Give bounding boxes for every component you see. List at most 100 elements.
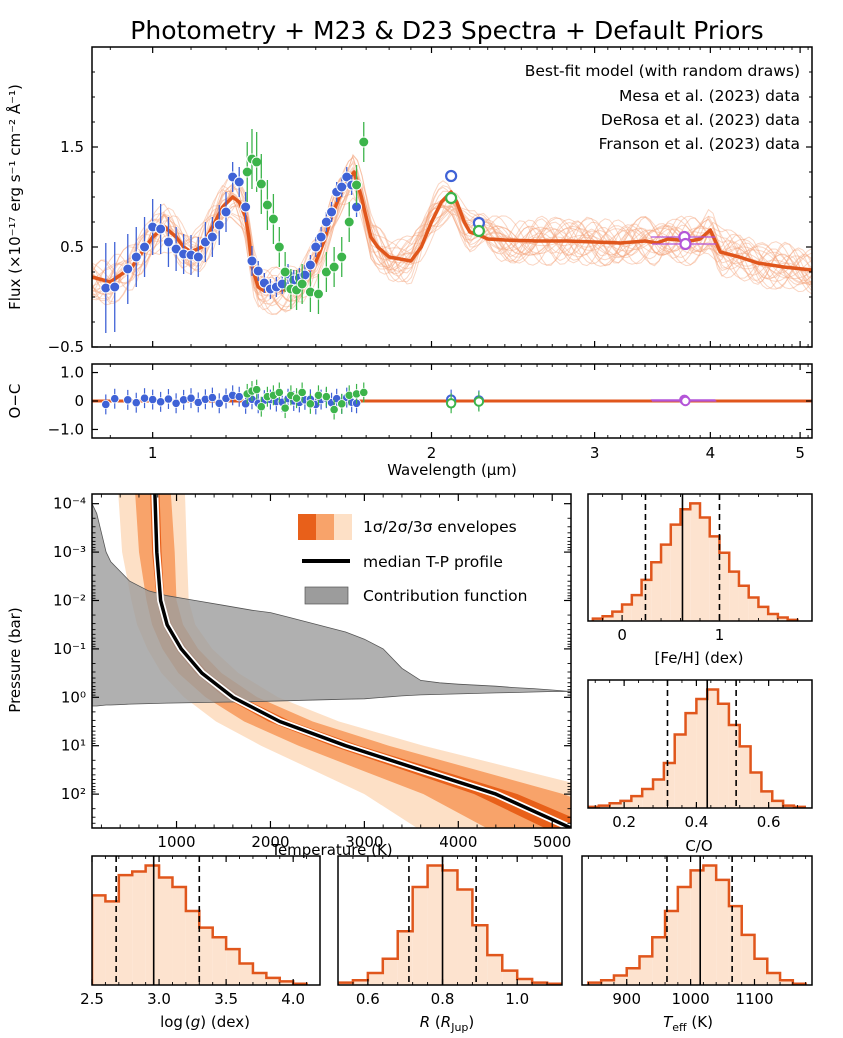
histogram-bar bbox=[685, 713, 697, 808]
histogram-bars bbox=[338, 856, 562, 985]
tp-y-tick-label: 10⁻¹ bbox=[53, 640, 86, 658]
residual-point bbox=[359, 387, 369, 398]
data-point bbox=[310, 241, 322, 253]
histogram-bar bbox=[642, 789, 654, 808]
hist-x-tick-label: 1 bbox=[715, 626, 725, 644]
histogram-bar bbox=[700, 517, 710, 621]
tp-y-ticks: 10⁻⁴ 10⁻³ 10⁻² 10⁻¹ 10⁰ 10¹ 10² bbox=[53, 495, 571, 829]
histogram-bar bbox=[427, 865, 443, 985]
data-point bbox=[109, 281, 121, 293]
histogram-bar bbox=[690, 870, 704, 985]
hist-x-tick-label: 1.0 bbox=[505, 990, 529, 1008]
histogram-bar bbox=[602, 616, 613, 621]
histogram-outline bbox=[587, 864, 807, 985]
histogram-bar bbox=[768, 613, 778, 621]
hist-x-tick-label: 0.6 bbox=[757, 813, 781, 831]
histogram-bars bbox=[591, 494, 799, 621]
model-draw-line bbox=[92, 184, 812, 298]
histogram-bars bbox=[587, 856, 807, 985]
data-point bbox=[320, 266, 332, 278]
tp-x-tick-label: 3000 bbox=[345, 833, 383, 851]
histogram-bar bbox=[663, 762, 675, 808]
teff-x-label: Teff (K) bbox=[663, 1013, 713, 1034]
data-point bbox=[273, 241, 285, 253]
residual-point bbox=[305, 399, 315, 409]
histogram-bar bbox=[690, 503, 700, 621]
histogram-bar bbox=[696, 698, 708, 808]
hist-x-tick-label: 3.0 bbox=[147, 990, 171, 1008]
histogram-frame bbox=[91, 855, 321, 986]
logg-x-label: log (g) (dex) bbox=[160, 1013, 250, 1031]
residual-point bbox=[139, 393, 150, 403]
teff-histogram-panel: 900 1000 1100 bbox=[581, 855, 813, 1008]
histogram-bar bbox=[761, 791, 773, 808]
legend-contribution-function: Contribution function bbox=[363, 587, 527, 605]
histogram-bar bbox=[780, 980, 793, 985]
residual-point bbox=[344, 390, 354, 400]
data-point bbox=[267, 213, 279, 225]
tp-y-label: Pressure (bar) bbox=[6, 607, 24, 712]
histogram-bar bbox=[239, 963, 253, 985]
histogram-bar bbox=[266, 977, 280, 985]
residual-point bbox=[291, 393, 302, 403]
histogram-bar bbox=[738, 585, 749, 621]
histogram-bar bbox=[252, 973, 267, 985]
hist-x-tick-label: 0.8 bbox=[431, 990, 455, 1008]
legend-1sigma-swatch bbox=[298, 514, 316, 540]
legend-3sigma-swatch bbox=[334, 514, 352, 540]
best-fit-model-path bbox=[92, 170, 812, 293]
histogram-bar bbox=[622, 604, 632, 621]
residual-point bbox=[297, 387, 307, 398]
legend-envelopes: 1σ/2σ/3σ envelopes bbox=[363, 518, 517, 536]
data-point bbox=[315, 231, 327, 243]
data-point bbox=[100, 282, 112, 294]
tp-axes-frame bbox=[91, 493, 572, 829]
histogram-bar bbox=[626, 968, 640, 985]
data-point bbox=[261, 199, 273, 211]
data-point bbox=[320, 216, 332, 228]
histogram-bar bbox=[777, 617, 788, 621]
data-point bbox=[206, 231, 218, 243]
histogram-bar bbox=[741, 934, 755, 985]
residual-point bbox=[186, 393, 196, 403]
histogram-bar bbox=[367, 973, 383, 985]
histogram-bar bbox=[279, 981, 294, 985]
histogram-bar bbox=[665, 910, 678, 985]
data-point bbox=[240, 201, 252, 213]
x-tick-label: 4 bbox=[706, 444, 716, 462]
tp-y-tick-label: 10⁻² bbox=[53, 591, 86, 609]
y-tick-label: 0.5 bbox=[60, 238, 84, 256]
histogram-bar bbox=[716, 879, 729, 985]
franson-data-series bbox=[650, 230, 717, 251]
legend-best-fit-model: Best-fit model (with random draws) bbox=[525, 62, 800, 80]
data-point bbox=[351, 179, 363, 191]
residual-point bbox=[179, 395, 189, 405]
histogram-bar bbox=[620, 800, 632, 808]
histogram-bar bbox=[609, 803, 621, 808]
histogram-bar bbox=[651, 562, 662, 621]
histogram-bar bbox=[442, 870, 458, 985]
residual-point bbox=[337, 399, 347, 409]
spectrum-x-ticks bbox=[109, 47, 809, 347]
legend-2sigma-swatch bbox=[316, 514, 334, 540]
envelope-2sigma bbox=[135, 494, 571, 828]
best-fit-model-line bbox=[92, 170, 812, 293]
histogram-bar bbox=[118, 875, 133, 985]
hist-x-tick-label: 0.2 bbox=[612, 813, 636, 831]
histogram-bar bbox=[758, 606, 769, 621]
residual-point bbox=[214, 398, 224, 408]
histogram-bars bbox=[588, 680, 807, 808]
residual-point bbox=[163, 394, 174, 404]
histogram-bar bbox=[670, 524, 681, 621]
residual-point bbox=[101, 399, 111, 410]
histogram-outline bbox=[338, 864, 562, 985]
data-point bbox=[251, 156, 263, 168]
hist-x-tick-label: 900 bbox=[612, 990, 641, 1008]
residual-y-ticks: −1.0 0 1.0 bbox=[48, 364, 812, 438]
histogram-bar bbox=[652, 937, 666, 985]
histogram-bar bbox=[703, 865, 717, 985]
co-x-label: C/O bbox=[685, 837, 712, 855]
histogram-outline bbox=[591, 502, 799, 621]
data-point bbox=[326, 206, 338, 218]
